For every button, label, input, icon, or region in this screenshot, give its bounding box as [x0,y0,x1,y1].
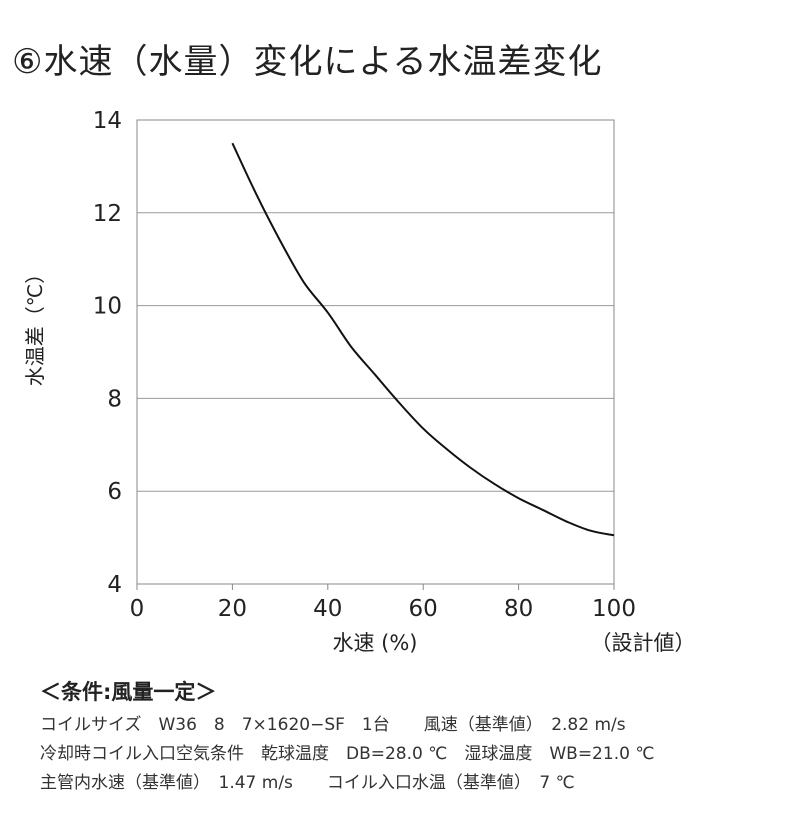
line-chart: 4 6 8 10 12 14 0 20 40 60 80 100 水速 (%) （設計値） 水温差（… [23,108,696,655]
x-axis-note: （設計値） [591,631,696,655]
conditions-heading: ＜条件:風量一定＞ [40,680,217,704]
y-tick-label: 10 [93,294,122,320]
x-tick-label: 40 [313,596,342,622]
y-tick-label: 8 [107,386,122,412]
series-layer [231,142,615,537]
x-tick-label: 20 [218,596,247,622]
series-line-0 [231,142,615,537]
y-tick-label: 4 [107,572,122,598]
page-title: ⑥水速（水量）変化による水温差変化 [12,42,603,82]
x-tick-label: 100 [592,596,636,622]
x-tick-labels: 0 20 40 60 80 100 [130,584,636,622]
x-tick-label: 60 [409,596,438,622]
y-tick-label: 12 [93,201,122,227]
y-tick-label: 6 [107,479,122,505]
condition-line-coil: コイルサイズ W36 8 7×1620−SF 1台 風速（基準値） 2.82 m… [40,715,626,735]
y-axis-label: 水温差（℃） [23,264,47,386]
condition-line-water: 主管内水速（基準値） 1.47 m/s コイル入口水温（基準値） 7 ℃ [40,773,575,793]
plot-frame [136,119,615,585]
x-tick-label: 0 [130,596,145,622]
x-tick-label: 80 [504,596,533,622]
grid-lines [137,212,614,492]
x-axis-label: 水速 (%) [332,631,417,655]
y-tick-label: 14 [93,108,122,134]
y-tick-labels: 4 6 8 10 12 14 [93,108,122,598]
condition-line-air: 冷却時コイル入口空気条件 乾球温度 DB=28.0 ℃ 湿球温度 WB=21.0… [40,744,655,764]
